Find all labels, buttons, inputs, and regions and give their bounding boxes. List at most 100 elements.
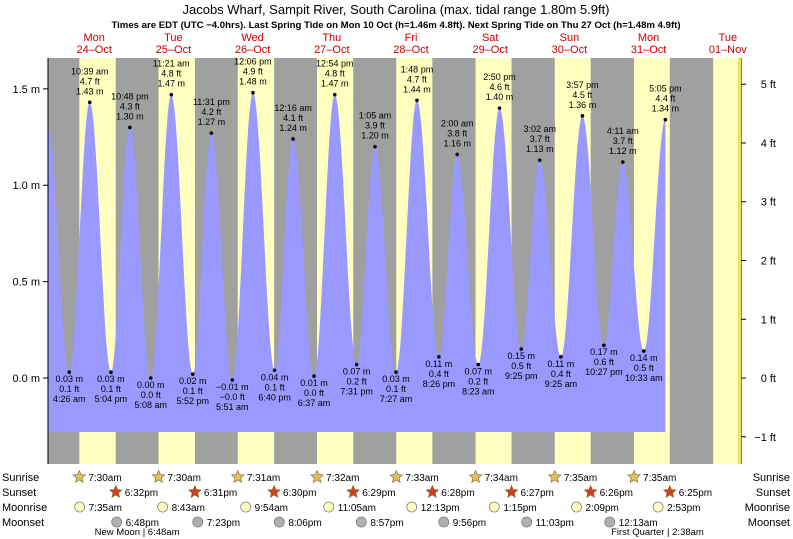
- tide-point: [415, 98, 419, 103]
- day-date: 27–Oct: [314, 44, 349, 56]
- tide-label: 1.36 m: [569, 100, 597, 110]
- tide-label: 4.3 ft: [120, 101, 141, 111]
- moonrise-time: 8:43am: [172, 503, 205, 514]
- day-date: 25–Oct: [156, 44, 191, 56]
- tide-label: 1.34 m: [652, 104, 680, 114]
- sunrise-time: 7:30am: [168, 473, 201, 484]
- tide-label: 1.12 m: [609, 146, 637, 156]
- tide-point: [230, 378, 235, 382]
- tide-label: 4.6 ft: [490, 82, 511, 92]
- tide-point: [109, 370, 113, 375]
- axes: 1.5 m 1.0 m 0.5 m 0.0 m 5 ft 4 ft 3 ft 2 ft 1 ft…: [12, 58, 776, 464]
- tide-label: 5:52 pm: [176, 396, 209, 406]
- tide-label: −0.0 ft: [220, 392, 246, 402]
- sunset-time: 6:26pm: [600, 488, 633, 499]
- moonrise-icon: [488, 501, 500, 513]
- left-tick-label: 1.5 m: [12, 84, 40, 96]
- moonrise-icon: [240, 501, 252, 513]
- moonrise-icon: [571, 501, 582, 513]
- right-tick-label: 1 ft: [761, 314, 776, 326]
- moonrise-row-label-right: Moonrise: [745, 502, 790, 514]
- left-tick-label: 1.0 m: [12, 180, 40, 192]
- tide-label: 10:33 am: [625, 373, 663, 383]
- moonset-time: 12:13am: [619, 518, 658, 529]
- day-date: 24–Oct: [76, 44, 111, 56]
- tide-point: [455, 152, 460, 157]
- tide-label: 0.1 ft: [59, 384, 80, 394]
- tide-point: [169, 92, 174, 97]
- day-date: 29–Oct: [472, 44, 507, 56]
- left-tick-label: 0.5 m: [12, 277, 40, 289]
- tide-label: 3.9 ft: [365, 121, 386, 131]
- tide-point: [209, 131, 214, 135]
- tide-point: [476, 362, 481, 367]
- tide-label: 0.02 m: [179, 376, 207, 386]
- moonset-icon: [604, 516, 616, 528]
- tide-point: [87, 100, 92, 105]
- tide-label: 9:25 am: [545, 379, 578, 389]
- moonrise-row-label: Moonrise: [2, 502, 47, 514]
- tide-label: 3.7 ft: [613, 136, 634, 146]
- tide-label: 5:05 pm: [649, 84, 682, 94]
- tide-label: 5:08 am: [134, 400, 167, 410]
- tide-point: [251, 90, 255, 95]
- tide-label: 0.03 m: [55, 374, 83, 384]
- tide-label: 0.07 m: [343, 367, 371, 377]
- tide-label: 3:02 am: [524, 124, 557, 134]
- sunset-icon: [504, 484, 519, 498]
- tide-label: 0.1 ft: [101, 384, 122, 394]
- sunset-time: 6:32pm: [125, 488, 158, 499]
- tide-label: 0.03 m: [97, 374, 125, 384]
- tide-label: 1.20 m: [361, 131, 389, 141]
- day-date: 30–Oct: [552, 44, 587, 56]
- day-name: Thu: [322, 32, 341, 44]
- tide-point: [272, 368, 277, 373]
- tide-label: 4.9 ft: [243, 67, 264, 77]
- sunrise-icon: [627, 469, 641, 483]
- day-headers: Mon24–OctTue25–OctWed26–OctThu27–OctFri2…: [76, 32, 747, 56]
- moonset-row-label-right: Moonset: [748, 517, 790, 529]
- moonset-time: 9:56pm: [453, 518, 486, 529]
- tide-label: 2:00 am: [441, 118, 474, 128]
- sunset-time: 6:27pm: [520, 488, 553, 499]
- tide-label: 3.8 ft: [447, 128, 468, 138]
- tide-label: 12:54 pm: [316, 59, 354, 69]
- tide-label: 4.4 ft: [655, 94, 676, 104]
- tide-label: 1:48 pm: [401, 64, 434, 74]
- chart-subtitle: Times are EDT (UTC −4.0hrs). Last Spring…: [111, 20, 680, 31]
- sunset-icon: [108, 484, 123, 498]
- moonset-icon: [355, 516, 367, 528]
- tide-label: 1.48 m: [239, 77, 267, 87]
- tide-label: 4:26 am: [53, 394, 86, 404]
- sunrise-time: 7:33am: [405, 473, 438, 484]
- right-tick-label: −1 ft: [754, 432, 776, 444]
- tide-area: [48, 92, 666, 432]
- chart-title: Jacobs Wharf, Sampit River, South Caroli…: [182, 2, 609, 17]
- right-tick-label: 5 ft: [761, 79, 776, 91]
- sunset-icon: [425, 484, 440, 498]
- tide-label: 2:50 pm: [483, 72, 516, 82]
- tide-point: [602, 343, 606, 348]
- tide-label: 0.2 ft: [468, 377, 489, 387]
- tide-label: 3:57 pm: [566, 80, 599, 90]
- tide-label: 12:06 pm: [234, 57, 272, 67]
- tide-label: 1.30 m: [116, 111, 144, 121]
- tide-label: 1.13 m: [526, 144, 554, 154]
- moonrise-time: 2:53pm: [667, 503, 700, 514]
- tide-point: [128, 125, 132, 130]
- moonset-time: 7:23pm: [207, 518, 240, 529]
- sunrise-icon: [310, 469, 324, 483]
- tide-label: 9:25 pm: [505, 371, 538, 381]
- moonset-icon: [111, 516, 123, 528]
- tide-label: 4.5 ft: [572, 90, 593, 100]
- tide-label: 8:23 am: [462, 387, 495, 397]
- tide-label: 0.14 m: [630, 353, 658, 363]
- sunrise-time: 7:34am: [485, 473, 518, 484]
- right-axis-strip: [738, 58, 741, 464]
- tide-label: 0.4 ft: [551, 369, 572, 379]
- tide-label: 5:04 pm: [95, 394, 128, 404]
- tide-label: 3.7 ft: [530, 134, 551, 144]
- tide-label: 8:26 pm: [423, 379, 456, 389]
- moon-phase-label: First Quarter | 2:38am: [611, 527, 704, 538]
- day-name: Sun: [560, 32, 580, 44]
